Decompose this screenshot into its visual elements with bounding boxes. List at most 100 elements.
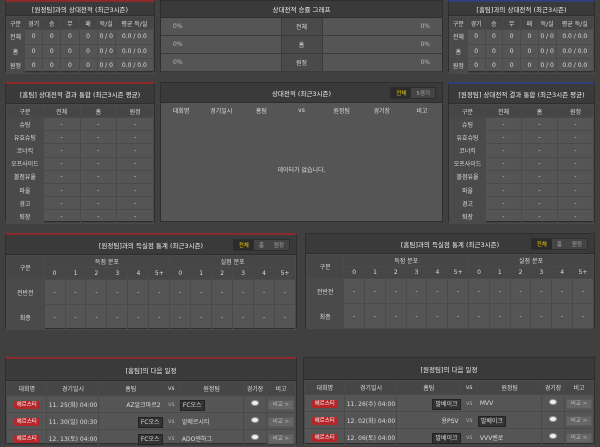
cell-value: - — [572, 303, 594, 329]
cell-value: 0 / 0 — [537, 43, 557, 59]
away-team[interactable]: 발베이크 — [477, 415, 506, 427]
cell-value: - — [79, 130, 118, 145]
cell-value: 0 / 0 — [96, 29, 116, 45]
column-header: 전체 — [42, 104, 81, 118]
toggle-home[interactable]: 홈 — [253, 239, 269, 250]
row-label: 홈 — [5, 43, 26, 59]
cell-value: - — [557, 156, 594, 171]
column-header: 대회명 — [161, 103, 202, 117]
cell-value: 0 — [24, 29, 44, 45]
cell-value: - — [447, 278, 470, 304]
row-label: 퇴장 — [449, 209, 486, 224]
league-badge[interactable]: 에르스티 — [311, 434, 338, 442]
cell-value: - — [485, 169, 522, 184]
cell-value: - — [405, 303, 428, 329]
toggle-all[interactable]: 전체 — [391, 87, 412, 98]
league-badge[interactable]: 에르스티 — [13, 435, 40, 443]
league-cell: 에르스티 — [303, 428, 346, 446]
league-badge[interactable]: 에르스티 — [311, 400, 338, 408]
cell-value: - — [42, 209, 81, 224]
compare-button[interactable]: 비교 > — [267, 434, 295, 444]
table-row: 전체 0 0 0 0 0 / 0 0.0 / 0.0 — [5, 29, 155, 45]
conceded-header: 실점 분포 — [468, 254, 594, 267]
panel-title: [원정팀]과의 득실점 통계 (최근3시즌) 전체 홈 원정 — [6, 235, 296, 255]
cell-value: 0 — [78, 58, 98, 74]
table-row: 퇴장 - - - — [449, 209, 594, 224]
toggle-all[interactable]: 전체 — [233, 239, 254, 250]
cell-value: - — [557, 182, 594, 198]
column-header: 원정 — [557, 104, 594, 118]
league-badge[interactable]: 에르스티 — [13, 401, 40, 409]
cell-value: 0 — [60, 43, 80, 59]
cell-value: 0 — [60, 29, 80, 45]
bin-header: 1 — [364, 266, 386, 279]
home-team[interactable]: FC오스 — [137, 433, 163, 445]
left-schedule-panel: [홈팀]의 다음 일정 대회명 경기일시 홈팀 vs 원정팀 경기장 비고 에르스티 11. 2… — [5, 357, 297, 447]
home-team[interactable]: 용PSV — [441, 417, 459, 425]
column-header: 득/실 — [96, 16, 116, 30]
toggle-5-games[interactable]: 5경기 — [411, 87, 435, 98]
away-team-cell: FC오스 — [179, 395, 244, 413]
stadium-icon — [251, 400, 259, 406]
column-header: 홈 — [521, 104, 558, 118]
header-row: 구분 경기 승 무 패 득/실 평균 득/실 — [449, 16, 595, 30]
column-header: 구분 — [305, 254, 345, 279]
away-team[interactable]: 알메르시티 — [181, 418, 210, 426]
compare-button[interactable]: 비교 > — [565, 433, 593, 443]
away-team[interactable]: ADO덴하그 — [181, 435, 212, 443]
compare-button[interactable]: 비교 > — [565, 399, 593, 409]
row-label: 경고 — [6, 196, 44, 211]
graph-row-label: 원정 — [281, 54, 322, 71]
column-header: 승 — [484, 16, 504, 30]
cell-value: 0 — [484, 58, 504, 74]
compare-button[interactable]: 비교 > — [267, 400, 295, 410]
table-row: 전반전 - - - - - - - - - - - - — [6, 279, 296, 305]
table-row: 전반전 - - - - - - - - - - - - — [305, 278, 594, 304]
cell-value: - — [426, 278, 449, 304]
cell-value: - — [485, 143, 522, 158]
away-team[interactable]: MVV — [479, 399, 494, 407]
vs-label: vs — [460, 411, 478, 429]
home-win-bar: 0% — [161, 18, 282, 35]
home-team[interactable]: FC오스 — [137, 416, 163, 428]
cell-value: - — [42, 156, 81, 171]
compare-button[interactable]: 비교 > — [565, 416, 593, 426]
toggle-home[interactable]: 홈 — [551, 238, 567, 249]
cell-value: 0 — [520, 29, 539, 45]
schedule-row: 에르스티 11. 26(수) 04:00 발베이크 vs MVV 비교 > — [303, 394, 594, 412]
away-team[interactable]: VVV벤로 — [479, 434, 504, 442]
column-header: 홈팀 — [241, 103, 282, 117]
graph-row-label: 전체 — [281, 18, 322, 35]
column-header: 득/실 — [537, 16, 557, 30]
bin-header: 2 — [85, 267, 108, 280]
toggle-all[interactable]: 전체 — [531, 238, 552, 249]
header-row: 구분 전체 홈 원정 — [6, 104, 154, 118]
table-row: 볼점유율 - - - — [449, 169, 594, 184]
graph-row: 0% 원정 0% — [161, 54, 442, 72]
away-team[interactable]: FC오스 — [179, 399, 205, 411]
league-badge[interactable]: 에르스티 — [13, 418, 40, 426]
home-team[interactable]: 발베이크 — [432, 398, 461, 410]
cell-value: 0 — [24, 43, 44, 59]
table-row: 최종 - - - - - - - - - - - - — [6, 304, 296, 330]
schedule-row: 에르스티 11. 30(일) 00:30 FC오스 vs 알메르시티 비교 > — [5, 412, 296, 430]
bin-header: 3 — [530, 266, 553, 279]
compare-button[interactable]: 비교 > — [267, 417, 295, 427]
table-row: 경고 - - - — [6, 196, 154, 211]
stadium-icon — [549, 416, 557, 422]
column-header: 홈 — [79, 104, 118, 118]
toggle-away[interactable]: 원정 — [566, 238, 587, 249]
row-label: 전체 — [449, 29, 468, 45]
toggle-away[interactable]: 원정 — [268, 239, 289, 250]
cell-value: - — [485, 156, 522, 171]
league-badge[interactable]: 에르스티 — [311, 417, 338, 425]
note-cell: 비교 > — [564, 394, 594, 412]
home-team[interactable]: AZ알크마르2 — [126, 401, 161, 409]
bin-header: 0 — [43, 267, 66, 280]
goals-title: [홈팀]과의 득실점 통계 (최근3시즌) — [400, 240, 500, 249]
right-goals-panel: [홈팀]과의 득실점 통계 (최근3시즌) 전체 홈 원정 구분 득점 분포 실점 … — [305, 233, 595, 329]
row-label: 전체 — [5, 29, 26, 45]
h2h-title: 상대전적 (최근3시즌) — [271, 89, 332, 98]
home-team[interactable]: 발베이크 — [432, 432, 461, 444]
cell-value: 0.0 / 0.0 — [114, 58, 155, 74]
